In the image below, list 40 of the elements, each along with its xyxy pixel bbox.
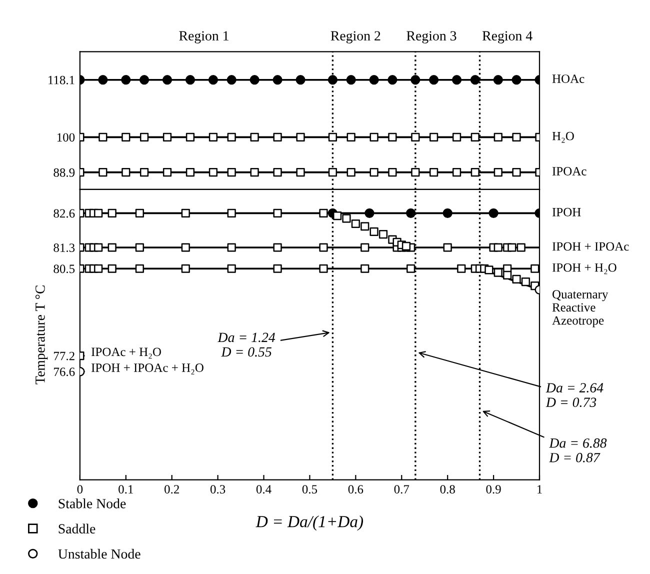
- x-tick-label: 0: [77, 485, 83, 494]
- x-tick-label: 0.5: [302, 485, 318, 494]
- x-tick-label: 0.9: [486, 485, 501, 494]
- annotation: IPOAc + H₂O: [92, 348, 161, 359]
- y-tick-label: 100: [57, 133, 75, 142]
- annotation: Da = 2.64 D = 0.73: [546, 383, 604, 408]
- annotation: Da = 6.88 D = 0.87: [549, 438, 607, 462]
- x-tick-label: 0.6: [348, 485, 364, 494]
- y-tick-label: 80.5: [54, 264, 75, 274]
- annotation: IPOH + IPOAc: [552, 242, 629, 251]
- y-tick-label: 81.3: [54, 244, 75, 252]
- y-tick-label: 118.1: [48, 76, 74, 84]
- x-tick-label: 0.3: [210, 485, 226, 494]
- y-tick-label: 76.6: [54, 368, 75, 376]
- y-tick-label: 77.2: [54, 352, 74, 360]
- text: Region 2: [330, 31, 380, 44]
- annotation: IPOH + H₂O: [552, 263, 616, 274]
- legend-label: Unstable Node: [58, 548, 140, 559]
- annotation: IPOAc: [552, 167, 586, 176]
- annotation: H₂O: [552, 132, 574, 143]
- x-tick-label: 0.2: [164, 485, 179, 494]
- annotation: IPOH + IPOAc + H₂O: [92, 364, 204, 374]
- x-tick-label: 1: [537, 485, 542, 494]
- y-tick-label: 88.9: [54, 168, 75, 177]
- text: Region 3: [406, 31, 456, 44]
- legend-label: Saddle: [58, 524, 96, 534]
- annotation: HOAc: [552, 74, 584, 83]
- annotation: Da = 1.24 D = 0.55: [218, 332, 276, 357]
- x-tick-label: 0.1: [118, 485, 133, 494]
- y-axis-title: Temperature T °C: [35, 286, 48, 384]
- annotation: IPOH: [552, 208, 581, 216]
- x-tick-label: 0.8: [440, 485, 455, 494]
- text: Region 1: [179, 31, 228, 44]
- annotation: Quaternary Reactive Azeotrope: [552, 290, 608, 328]
- legend-label: Stable Node: [58, 498, 126, 508]
- text: Region 4: [482, 31, 532, 44]
- x-tick-label: 0.4: [256, 485, 272, 494]
- y-tick-label: 82.6: [54, 209, 75, 218]
- x-axis-title: D = Da/(1+Da): [256, 516, 364, 531]
- x-tick-label: 0.7: [394, 485, 410, 494]
